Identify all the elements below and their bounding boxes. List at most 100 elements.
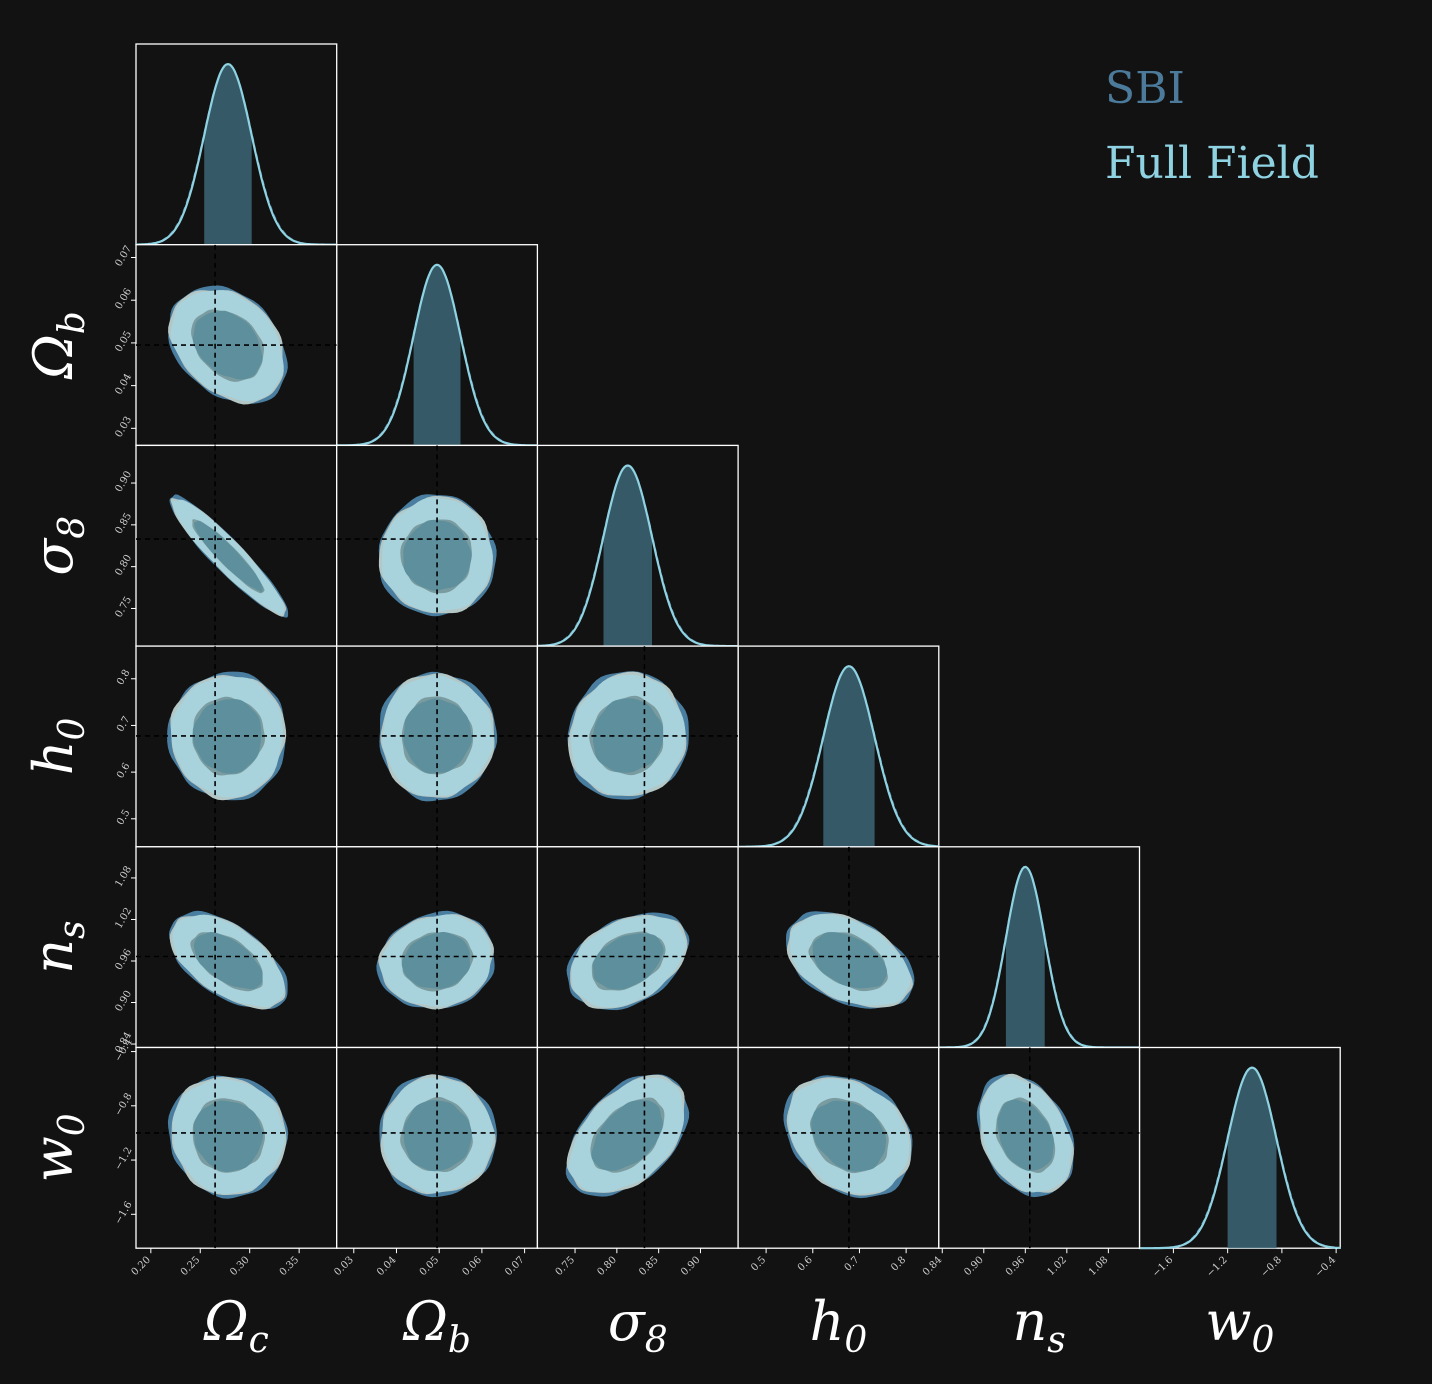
diag-panel-n_s bbox=[938, 846, 1141, 1049]
full-field-inner-contour bbox=[812, 932, 888, 989]
y-tick-label: −0.8 bbox=[113, 1091, 135, 1118]
y-tick-label: 0.80 bbox=[114, 553, 135, 578]
panel-n_s-w_0 bbox=[938, 1046, 1141, 1249]
full-field-marginal bbox=[336, 263, 538, 447]
y-tick-label: 0.90 bbox=[114, 469, 135, 494]
x-tick-label: −1.2 bbox=[1205, 1255, 1230, 1280]
x-axis-label-w_0: w0 bbox=[1205, 1290, 1274, 1361]
panel-sigma_8-w_0 bbox=[536, 1046, 739, 1249]
panel-omega_b-n_s bbox=[336, 846, 539, 1049]
y-tick-label: 0.04 bbox=[114, 372, 135, 397]
panel-omega_c-h_0 bbox=[135, 645, 338, 848]
x-tick-label: 0.05 bbox=[418, 1255, 442, 1279]
x-tick-label: −0.4 bbox=[1313, 1255, 1338, 1280]
sigma-band bbox=[204, 64, 252, 245]
x-tick-label: 0.5 bbox=[749, 1255, 768, 1274]
y-tick-label: 0.05 bbox=[114, 329, 135, 354]
y-tick-label: −1.2 bbox=[113, 1146, 135, 1173]
full-field-inner-contour bbox=[592, 933, 664, 990]
x-tick-label: 0.8 bbox=[889, 1255, 908, 1274]
panel-omega_c-n_s bbox=[135, 846, 338, 1049]
sigma-band bbox=[603, 465, 652, 647]
y-tick-label: −1.6 bbox=[113, 1200, 135, 1227]
sigma-band bbox=[413, 264, 461, 446]
y-axis-label-w_0: w0 bbox=[22, 1113, 93, 1182]
diag-panel-omega_c bbox=[135, 43, 338, 246]
full-field-inner-contour bbox=[193, 1100, 263, 1172]
x-axis-label-omega_b: Ωb bbox=[402, 1290, 471, 1361]
full-field-marginal bbox=[537, 464, 739, 648]
y-tick-label: 0.03 bbox=[114, 415, 135, 440]
panel-omega_c-w_0 bbox=[135, 1046, 338, 1249]
x-axis-label-sigma_8: σ8 bbox=[608, 1290, 668, 1361]
panel-sigma_8-n_s bbox=[536, 846, 739, 1049]
y-tick-label: 0.5 bbox=[115, 808, 132, 827]
sigma-band bbox=[1005, 866, 1045, 1048]
x-tick-label: 0.07 bbox=[503, 1255, 527, 1279]
panel-h_0-w_0 bbox=[737, 1046, 940, 1249]
y-tick-label: 0.96 bbox=[114, 947, 135, 972]
full-field-inner-contour bbox=[591, 1100, 663, 1171]
panel-sigma_8-h_0 bbox=[536, 645, 739, 848]
x-tick-label: 0.85 bbox=[637, 1255, 661, 1279]
legend-entry-sbi: SBI bbox=[1105, 63, 1185, 114]
panel-omega_b-w_0 bbox=[336, 1046, 539, 1249]
x-tick-label: 1.02 bbox=[1045, 1255, 1069, 1279]
y-axis-label-n_s: ns bbox=[22, 921, 93, 974]
full-field-marginal bbox=[136, 62, 337, 246]
x-tick-label: −1.6 bbox=[1151, 1255, 1176, 1280]
full-field-marginal bbox=[738, 665, 939, 848]
sigma-band bbox=[823, 666, 875, 847]
y-tick-label: 0.7 bbox=[115, 715, 132, 734]
diag-panel-h_0 bbox=[737, 645, 940, 848]
x-tick-label: 0.20 bbox=[129, 1255, 153, 1279]
full-field-inner-contour bbox=[193, 932, 263, 990]
full-field-inner-contour bbox=[997, 1099, 1054, 1171]
x-tick-label: 0.6 bbox=[796, 1255, 815, 1274]
sigma-band bbox=[1227, 1067, 1277, 1249]
y-axis-label-h_0: h0 bbox=[22, 718, 93, 776]
x-tick-label: 0.03 bbox=[332, 1255, 356, 1279]
y-tick-label: 0.06 bbox=[114, 287, 135, 312]
x-tick-label: 0.84 bbox=[921, 1255, 945, 1279]
y-axis-label-omega_b: Ωb bbox=[22, 311, 93, 380]
y-tick-label: 0.85 bbox=[114, 511, 135, 536]
full-field-inner-contour bbox=[811, 1100, 886, 1172]
panel-omega_b-h_0 bbox=[336, 645, 539, 848]
legend: SBI Full Field bbox=[1105, 63, 1319, 189]
x-tick-label: 1.08 bbox=[1087, 1255, 1111, 1279]
y-axis-label-sigma_8: σ8 bbox=[22, 516, 93, 576]
y-tick-label: 1.08 bbox=[114, 864, 135, 889]
y-tick-label: 0.90 bbox=[114, 989, 135, 1014]
x-tick-label: 0.25 bbox=[179, 1255, 203, 1279]
x-tick-label: 0.35 bbox=[278, 1255, 302, 1279]
x-tick-label: 0.06 bbox=[460, 1255, 484, 1279]
diag-panel-sigma_8 bbox=[536, 444, 739, 648]
diag-panel-w_0 bbox=[1138, 1046, 1341, 1250]
y-tick-label: 0.75 bbox=[114, 595, 135, 620]
y-tick-label: 1.02 bbox=[114, 906, 135, 931]
x-tick-label: 0.30 bbox=[228, 1255, 252, 1279]
full-field-inner-contour bbox=[401, 931, 470, 989]
panel-omega_c-sigma_8 bbox=[135, 444, 338, 647]
panel-h_0-n_s bbox=[737, 846, 940, 1049]
x-axis-label-omega_c: Ωc bbox=[203, 1290, 269, 1361]
x-tick-label: 0.7 bbox=[843, 1255, 862, 1274]
x-tick-label: 0.75 bbox=[554, 1255, 578, 1279]
full-field-marginal bbox=[1139, 1066, 1341, 1250]
x-tick-label: −0.8 bbox=[1259, 1255, 1284, 1280]
x-axis-label-h_0: h0 bbox=[810, 1290, 868, 1361]
full-field-inner-contour bbox=[403, 1100, 472, 1172]
x-tick-label: 0.90 bbox=[962, 1255, 986, 1279]
y-tick-label: 0.8 bbox=[115, 668, 132, 687]
panel-omega_c-omega_b bbox=[135, 244, 338, 447]
x-tick-label: 0.96 bbox=[1004, 1255, 1028, 1279]
y-tick-label: 0.07 bbox=[114, 244, 135, 269]
x-tick-label: 0.90 bbox=[679, 1255, 703, 1279]
legend-entry-full-field: Full Field bbox=[1105, 138, 1319, 189]
x-axis-label-n_s: ns bbox=[1013, 1290, 1066, 1361]
y-tick-label: 0.6 bbox=[115, 761, 132, 780]
diag-panel-omega_b bbox=[336, 244, 539, 447]
x-tick-label: 0.80 bbox=[595, 1255, 619, 1279]
